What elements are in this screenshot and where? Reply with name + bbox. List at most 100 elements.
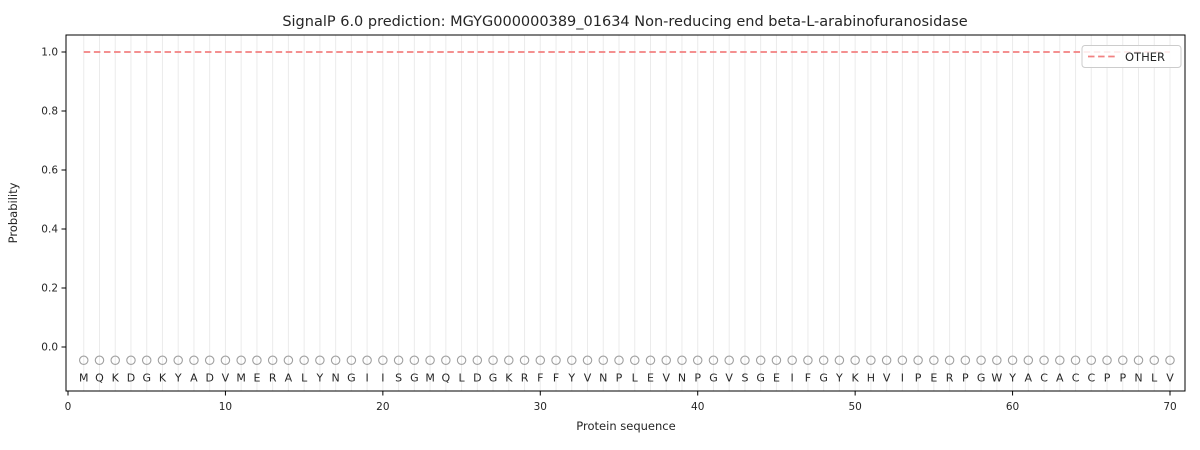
x-tick-label: 20 [376, 401, 389, 413]
legend-entry-label: OTHER [1125, 50, 1165, 64]
residue-letter: L [1151, 372, 1158, 385]
residue-marker-circle [157, 355, 168, 366]
residue-letter: S [741, 372, 748, 385]
residue-letter: P [915, 372, 922, 385]
residue-marker-circle [598, 355, 609, 366]
residue-marker-circle [567, 355, 577, 366]
residue-marker-circle [535, 355, 546, 366]
residue-marker-circle [976, 355, 986, 366]
residue-letter: P [694, 372, 701, 385]
residue-marker-circle [677, 355, 687, 366]
residue-letter: C [1072, 372, 1080, 385]
residue-marker-circle [1055, 355, 1065, 366]
residue-letter: P [962, 372, 969, 385]
residue-marker-circle [818, 355, 829, 366]
residue-letter: G [977, 372, 986, 385]
residue-marker-circle [629, 355, 640, 366]
residue-marker-circle [708, 355, 719, 366]
residue-marker-circle [787, 355, 797, 366]
residue-marker-circle [189, 355, 199, 366]
residue-letter: M [236, 372, 246, 385]
residue-letter: H [867, 372, 875, 385]
axes-layer: 0 10 20 30 40 50 60 70 0.0 0.2 0.4 0.6 0.8 1.0 [41, 34, 1186, 413]
residue-letter: L [301, 372, 308, 385]
residue-marker-circle [1149, 355, 1160, 366]
y-tick-label: 0.4 [41, 224, 58, 236]
residue-letter: C [1087, 372, 1095, 385]
residue-letter: Q [441, 372, 450, 385]
residue-marker-circle [519, 355, 530, 366]
residue-marker-circle [866, 355, 876, 366]
residue-marker-circle [803, 355, 813, 366]
residue-letter: V [584, 372, 592, 385]
residue-marker-circle [94, 355, 105, 366]
residue-letter: N [1134, 372, 1142, 385]
residue-letter: C [1040, 372, 1048, 385]
residue-letter: E [647, 372, 654, 385]
residue-marker-circle [236, 355, 246, 366]
residue-letter: Y [835, 372, 843, 385]
residue-marker-circle [110, 355, 120, 366]
residue-marker-circle [1070, 355, 1081, 366]
residue-letter: I [381, 372, 384, 385]
residue-letter: G [709, 372, 718, 385]
x-tick-label: 60 [1006, 401, 1019, 413]
x-tick-label: 70 [1163, 401, 1176, 413]
residue-marker-circle [378, 355, 388, 366]
residue-letter: G [347, 372, 356, 385]
residue-letter: I [901, 372, 904, 385]
residue-marker-circle [740, 355, 750, 366]
residue-letter: Y [316, 372, 324, 385]
residue-letter: A [285, 372, 293, 385]
residue-marker-circle [346, 355, 357, 366]
residue-letter: V [1166, 372, 1174, 385]
x-tick-label: 50 [848, 401, 861, 413]
residue-marker-circle [141, 355, 152, 366]
residue-letter: G [756, 372, 765, 385]
residue-marker-circle [692, 355, 703, 366]
residue-marker-circle [897, 355, 908, 366]
residue-marker-circle [551, 355, 561, 366]
residue-marker-circle [1086, 355, 1097, 366]
residue-marker-circle [582, 355, 593, 366]
residue-letter: M [425, 372, 435, 385]
residue-marker-circle [504, 355, 514, 366]
residue-letter: K [112, 372, 120, 385]
residue-marker-circle [267, 355, 278, 366]
residue-marker-circle [393, 355, 404, 366]
residue-letter: G [142, 372, 151, 385]
residue-marker-circle [330, 355, 341, 366]
y-tick-label: 0.0 [41, 342, 58, 354]
residue-letter: F [553, 372, 559, 385]
residue-marker-circle [315, 355, 325, 366]
residue-marker-circle [614, 355, 624, 366]
residue-letter: S [395, 372, 402, 385]
residue-letter: A [1056, 372, 1064, 385]
residue-marker-circle [661, 355, 671, 366]
x-tick-label: 30 [534, 401, 547, 413]
residue-letter: M [79, 372, 89, 385]
residue-letter: D [473, 372, 481, 385]
residue-letter: Y [174, 372, 182, 385]
residue-letter: E [930, 372, 937, 385]
residue-letter: P [616, 372, 623, 385]
residue-letter: Y [1008, 372, 1016, 385]
residue-marker-circle [944, 355, 955, 366]
residue-letter: N [599, 372, 607, 385]
residue-marker-circle [929, 355, 939, 366]
residue-letter: W [991, 372, 1002, 385]
residue-marker-circle [252, 355, 262, 366]
residue-marker-circle [1165, 355, 1175, 366]
residue-letter: A [1025, 372, 1033, 385]
legend: OTHER [1081, 45, 1182, 68]
residue-marker-circle [1039, 355, 1049, 366]
residue-marker-circle [441, 355, 451, 366]
residue-letter: L [459, 372, 466, 385]
residue-letter: P [1119, 372, 1126, 385]
y-tick-label: 1.0 [41, 47, 58, 59]
residue-marker-circle [913, 355, 923, 366]
residue-marker-circle [724, 355, 734, 366]
residue-letter: F [537, 372, 543, 385]
